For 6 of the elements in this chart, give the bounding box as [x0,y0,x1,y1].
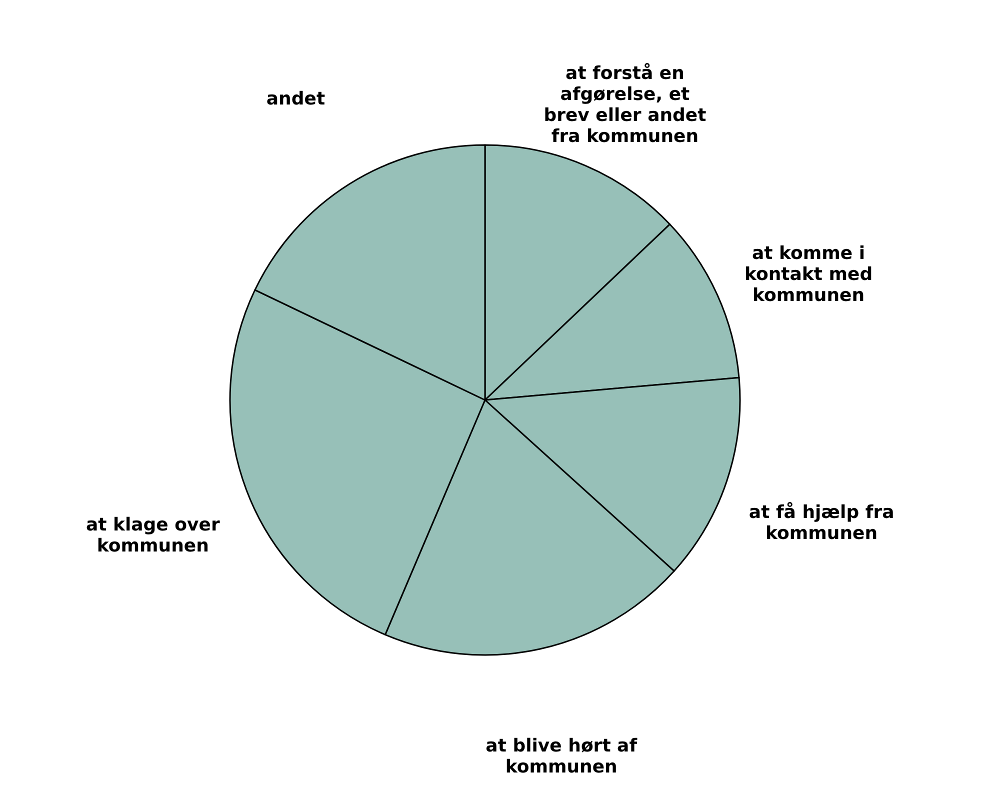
slice-label: at komme i kontakt med kommunen [744,242,873,306]
slice-label: at klage over kommunen [86,514,220,556]
slice-label: andet [266,88,326,110]
slice-label: at blive hørt af kommunen [486,736,638,778]
slice-label: at få hjælp fra kommunen [748,502,894,544]
slice-label: at forstå en afgørelse, et brev eller andet fra kommunen [544,62,707,147]
